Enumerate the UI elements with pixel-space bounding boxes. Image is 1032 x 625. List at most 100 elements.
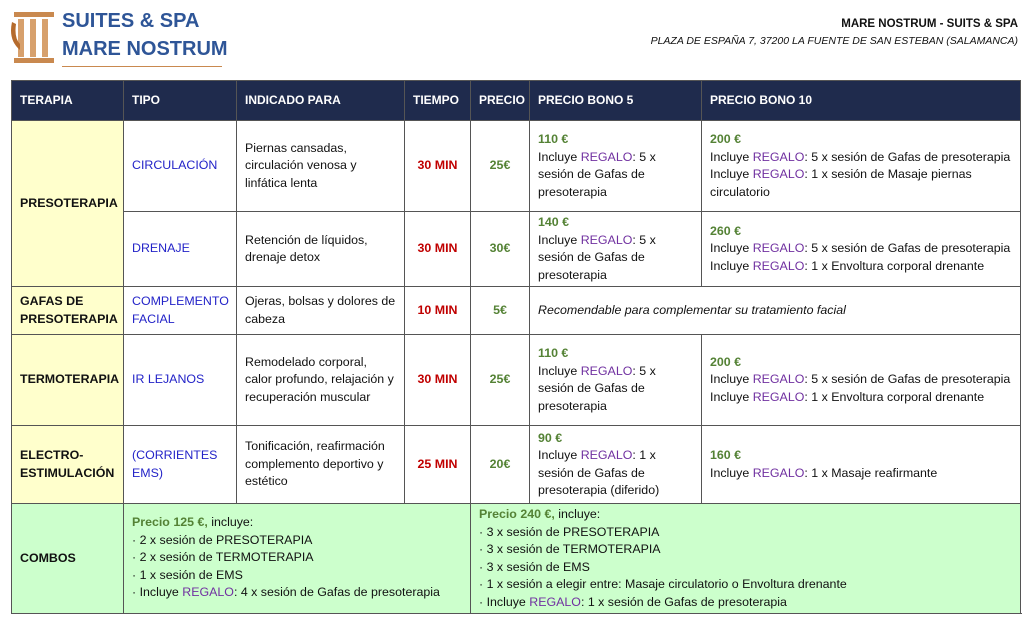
table-row: TERMOTERAPIA IR LEJANOS Remodelado corpora… [11,334,1021,426]
text-line: Incluye REGALO: 1 x sesión de Gafas de p… [538,447,693,500]
note-cell: Recomendable para complementar su tratam… [529,286,1021,335]
therapy-cell: ELECTRO-ESTIMULACIÓN [11,425,124,504]
bonus-price: 160 € [710,448,742,462]
text-line: · Incluye REGALO: 4 x sesión de Gafas de… [132,584,462,602]
gift-label: REGALO [752,149,805,164]
text-segment: Incluye [710,167,753,181]
text-segment: : 1 x Masaje reafirmante [804,465,938,480]
text-line: Incluye REGALO: 1 x Envoltura corporal d… [710,258,1012,276]
combo-row: COMBOS Precio 125 €, incluye: · 2 x sesión… [11,503,1021,614]
type-cell: DRENAJE [123,211,237,287]
bonus-cell: 260 € Incluye REGALO: 5 x sesión de Gafas… [701,211,1021,287]
text-segment: · 3 x sesión de PRESOTERAPIA [479,524,660,539]
text-line: · 2 x sesión de PRESOTERAPIA [132,532,462,550]
bonus-price: 140 € [538,215,570,229]
logo-line: SUITES & SPA [62,10,200,32]
price-cell: 25€ [470,120,530,212]
combo-price: Precio 125 €, [132,515,208,529]
text-segment: Incluye [538,363,581,378]
column-header: PRECIO [470,80,530,121]
text-segment: · 1 x sesión de EMS [132,567,243,582]
text-segment: : 1 x Envoltura corporal drenante [804,389,985,404]
table-row: PRESOTERAPIA CIRCULACIÓN Piernas cansadas,… [11,120,1021,287]
text-segment: · 3 x sesión de TERMOTERAPIA [479,542,661,556]
bonus-cell: 200 € Incluye REGALO: 5 x sesión de Gafas… [701,120,1021,212]
text-line: · 3 x sesión de EMS [479,559,1012,577]
bonus-cell: 160 € Incluye REGALO: 1 x Masaje reafirma… [701,425,1021,504]
bonus-price: 110 € [538,346,569,360]
gift-label: REGALO [580,232,633,247]
gift-label: REGALO [529,594,581,609]
therapy-cell: COMBOS [11,503,124,614]
table-row: ELECTRO-ESTIMULACIÓN (CORRIENTES EMS) Toni… [11,425,1021,504]
bonus-cell: 200 € Incluye REGALO: 5 x sesión de Gafas… [701,334,1021,426]
therapy-cell: GAFAS DE PRESOTERAPIA [11,286,124,335]
bonus-cell: 140 € Incluye REGALO: 5 x sesión de Gafas… [529,211,702,287]
bonus-price: 260 € [710,223,742,238]
text-segment: Incluye [710,465,753,480]
time-cell: 30 MIN [404,211,471,287]
combo-intro: Precio 125 €, incluye: [132,514,462,532]
column-header: PRECIO BONO 5 [529,80,702,121]
gift-label: REGALO [580,448,633,462]
text-line: · 3 x sesión de TERMOTERAPIA [479,541,1012,559]
text-segment: · 2 x sesión de TERMOTERAPIA [132,550,314,564]
time-cell: 30 MIN [404,120,471,212]
price-cell: 5€ [470,286,530,335]
text-segment: · Incluye [132,585,183,599]
combo-cell: Precio 125 €, incluye: · 2 x sesión de PR… [123,503,471,614]
column-header: PRECIO BONO 10 [701,80,1021,121]
company-info: MARE NOSTRUM - SUITS & SPA PLAZA DE ESPA… [651,18,1018,47]
gift-label: REGALO [580,149,633,164]
text-segment: Incluye [538,448,581,462]
bonus-price: 200 € [710,354,742,369]
price-cell: 25€ [470,334,530,426]
text-line: Incluye REGALO: 5 x sesión de Gafas de p… [538,232,693,285]
text-segment: : 5 x sesión de Gafas de presoterapia [804,241,1011,256]
text-line: Incluye REGALO: 5 x sesión de Gafas de p… [710,240,1012,258]
text-line: Incluye REGALO: 1 x Envoltura corporal d… [710,389,1012,407]
combo-cell: Precio 240 €, incluye: · 3 x sesión de PR… [470,503,1021,614]
text-segment: : 5 x sesión de Gafas de presoterapia [538,149,656,199]
text-line: · 1 x sesión a elegir entre: Masaje circ… [479,576,1012,594]
time-cell: 30 MIN [404,334,471,426]
price-cell: 30€ [470,211,530,287]
bonus-price: 90 € [538,430,563,445]
type-cell: CIRCULACIÓN [123,120,237,212]
column-header: TERAPIA [11,80,124,121]
text-segment: Incluye [538,232,581,247]
text-segment: · 3 x sesión de EMS [479,559,590,574]
text-segment: : 4 x sesión de Gafas de presoterapia [233,585,440,599]
text-segment: · 1 x sesión a elegir entre: Masaje circ… [479,577,847,591]
text-segment: : 5 x sesión de Gafas de presoterapia [804,372,1011,387]
gift-label: REGALO [182,585,234,599]
text-segment: Incluye [538,149,581,164]
text-segment: : 1 x Envoltura corporal drenante [804,258,985,273]
text-line: Incluye REGALO: 1 x Masaje reafirmante [710,465,1012,483]
gift-label: REGALO [752,241,805,256]
text-segment: : 1 x sesión de Gafas de presoterapia [580,594,787,609]
column-header: TIPO [123,80,237,121]
bonus-cell: 110 € Incluye REGALO: 5 x sesión de Gafas… [529,334,702,426]
table-row: GAFAS DE PRESOTERAPIA COMPLEMENTO FACIAL O… [11,286,1021,335]
table-row: DRENAJE Retención de líquidos, drenaje de… [12,211,1021,287]
text-segment: Incluye [710,258,753,273]
indication-cell: Remodelado corporal, calor profundo, rel… [236,334,405,426]
text-segment: · Incluye [479,594,530,609]
text-segment: : 1 x sesión de Masaje piernas circulato… [710,167,972,199]
text-line: · 1 x sesión de EMS [132,567,462,585]
indication-cell: Piernas cansadas, circulación venosa y l… [236,120,405,212]
price-cell: 20€ [470,425,530,504]
text-segment: Incluye [710,149,753,164]
type-cell: COMPLEMENTO FACIAL [123,286,237,335]
text-segment: incluye: [207,515,254,529]
gift-label: REGALO [752,258,805,273]
gift-label: REGALO [580,363,633,378]
text-segment: : 5 x sesión de Gafas de presoterapia [538,363,656,413]
indication-cell: Tonificación, reafirmación complemento d… [236,425,405,504]
time-cell: 10 MIN [404,286,471,335]
text-line: Incluye REGALO: 1 x sesión de Masaje pie… [710,166,1012,201]
logo-line: MARE NOSTRUM [62,38,228,60]
company-name: MARE NOSTRUM - SUITS & SPA [841,18,1018,30]
bonus-cell: 90 € Incluye REGALO: 1 x sesión de Gafas … [529,425,702,504]
